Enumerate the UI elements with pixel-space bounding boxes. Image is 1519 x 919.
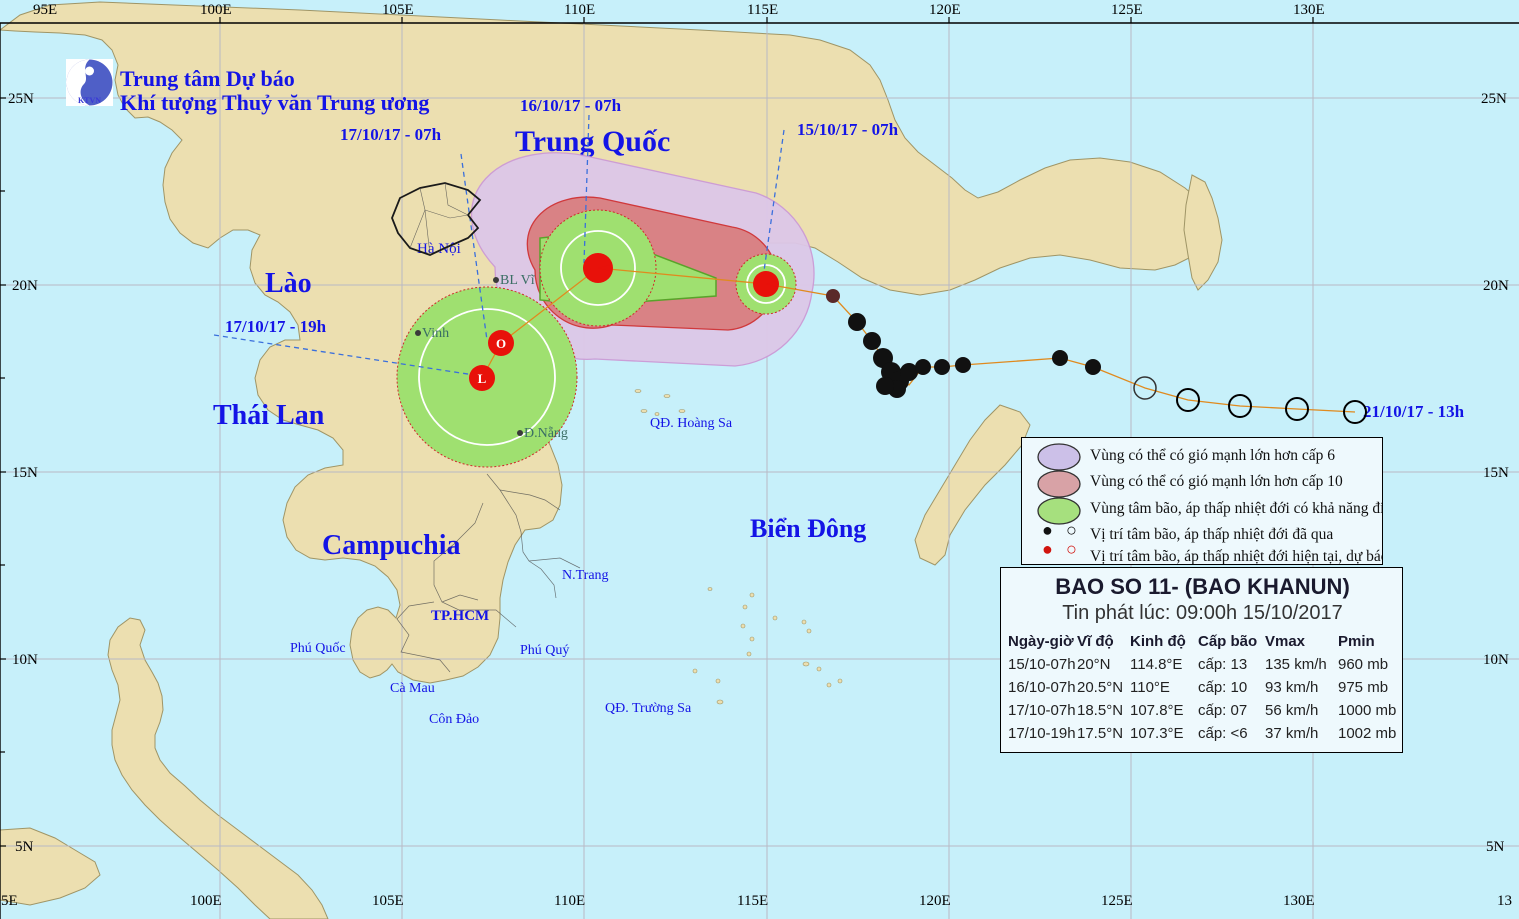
svg-text:N.Trang: N.Trang	[562, 568, 609, 583]
svg-text:25N: 25N	[8, 91, 34, 107]
svg-text:Phú Quý: Phú Quý	[520, 643, 569, 658]
svg-text:QĐ. Hoàng Sa: QĐ. Hoàng Sa	[650, 416, 733, 431]
svg-text:110E: 110E	[554, 893, 585, 909]
svg-text:Lào: Lào	[265, 268, 312, 299]
svg-text:100E: 100E	[200, 2, 232, 18]
svg-text:Khí tượng Thuỷ văn Trung ương: Khí tượng Thuỷ văn Trung ương	[120, 90, 429, 115]
svg-text:Phú Quốc: Phú Quốc	[290, 641, 346, 656]
svg-text:KTVN: KTVN	[78, 96, 101, 105]
svg-text:Đ.Nẵng: Đ.Nẵng	[524, 426, 568, 441]
svg-text:130E: 130E	[1293, 2, 1325, 18]
svg-text:10N: 10N	[1483, 652, 1509, 668]
svg-text:105E: 105E	[382, 2, 414, 18]
svg-text:Thái Lan: Thái Lan	[213, 400, 325, 431]
svg-text:105E: 105E	[372, 893, 404, 909]
svg-text:25N: 25N	[1481, 91, 1507, 107]
svg-text:Cà Mau: Cà Mau	[390, 681, 435, 696]
svg-text:115E: 115E	[737, 893, 768, 909]
svg-text:15N: 15N	[1483, 465, 1509, 481]
svg-text:16/10/17 - 07h: 16/10/17 - 07h	[520, 96, 622, 115]
svg-text:O: O	[496, 336, 506, 351]
svg-text:17/10/17 - 07h: 17/10/17 - 07h	[340, 125, 442, 144]
svg-text:5E: 5E	[1, 893, 18, 909]
svg-text:15N: 15N	[12, 465, 38, 481]
svg-text:125E: 125E	[1111, 2, 1143, 18]
svg-text:Biển Đông: Biển Đông	[750, 514, 866, 543]
svg-text:●: ●	[1042, 520, 1053, 540]
svg-text:130E: 130E	[1283, 893, 1315, 909]
svg-text:○: ○	[1066, 539, 1077, 559]
svg-text:BL Vĩ: BL Vĩ	[500, 273, 536, 288]
svg-text:5N: 5N	[15, 839, 34, 855]
svg-text:L: L	[478, 371, 487, 386]
svg-text:Trung tâm Dự báo: Trung tâm Dự báo	[120, 66, 295, 91]
svg-text:15/10/17 - 07h: 15/10/17 - 07h	[797, 120, 899, 139]
svg-text:95E: 95E	[33, 2, 57, 18]
svg-text:20N: 20N	[1483, 278, 1509, 294]
svg-text:Côn Đảo: Côn Đảo	[429, 712, 479, 727]
svg-text:120E: 120E	[919, 893, 951, 909]
svg-text:17/10/17 - 19h: 17/10/17 - 19h	[225, 317, 327, 336]
svg-text:○: ○	[1066, 520, 1077, 540]
svg-text:20N: 20N	[12, 278, 38, 294]
svg-text:10N: 10N	[12, 652, 38, 668]
svg-text:13: 13	[1497, 893, 1512, 909]
svg-text:QĐ. Trường Sa: QĐ. Trường Sa	[605, 701, 692, 716]
svg-text:Vinh: Vinh	[422, 326, 449, 341]
svg-text:110E: 110E	[564, 2, 595, 18]
svg-text:115E: 115E	[747, 2, 778, 18]
svg-text:TP.HCM: TP.HCM	[431, 608, 489, 624]
svg-text:21/10/17 - 13h: 21/10/17 - 13h	[1363, 402, 1465, 421]
svg-text:●: ●	[1042, 539, 1053, 559]
svg-text:120E: 120E	[929, 2, 961, 18]
svg-text:125E: 125E	[1101, 893, 1133, 909]
svg-text:Trung Quốc: Trung Quốc	[515, 125, 670, 158]
svg-text:5N: 5N	[1486, 839, 1505, 855]
svg-text:100E: 100E	[190, 893, 222, 909]
